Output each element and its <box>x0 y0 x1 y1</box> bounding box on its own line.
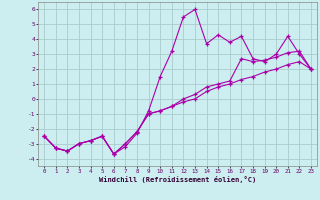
X-axis label: Windchill (Refroidissement éolien,°C): Windchill (Refroidissement éolien,°C) <box>99 176 256 183</box>
